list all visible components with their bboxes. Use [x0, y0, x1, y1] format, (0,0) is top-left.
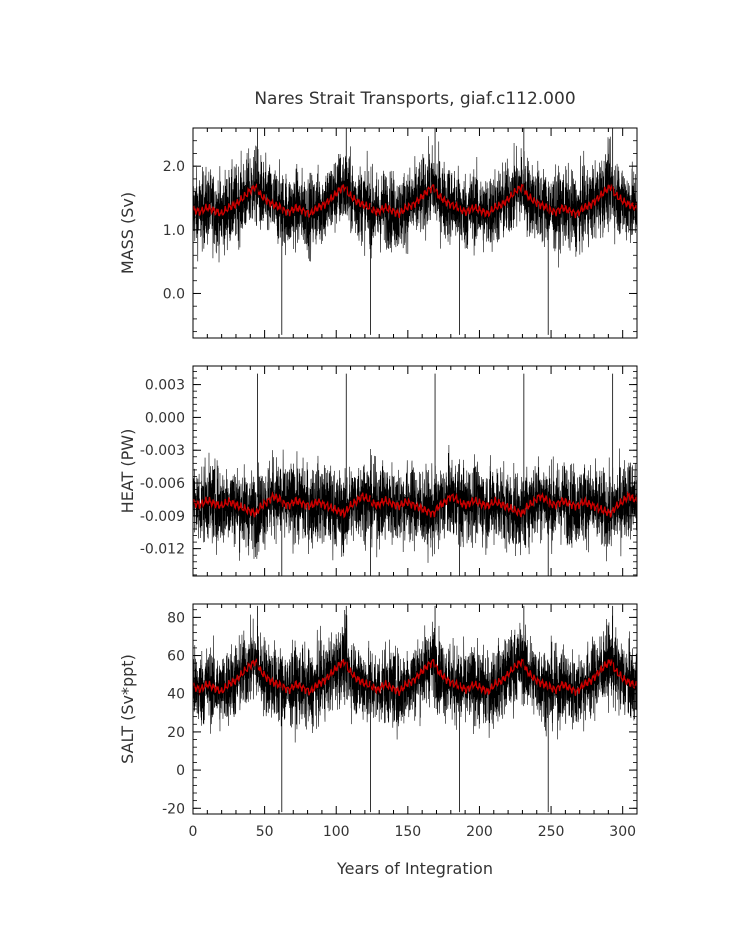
x-tick-label: 50 [256, 824, 274, 840]
smoothed-series-line [193, 658, 637, 696]
y-tick-label: -20 [162, 801, 185, 817]
x-axis-label: Years of Integration [336, 859, 493, 878]
x-tick-label: 0 [189, 824, 198, 840]
series-group [193, 373, 637, 576]
y-tick-label: -0.003 [140, 443, 185, 459]
x-tick-label: 250 [538, 824, 565, 840]
y-tick-label: 20 [167, 725, 185, 741]
y-axis-label: MASS (Sv) [118, 192, 137, 274]
panels-layer: 0.0 1.0 2.0 MASS (Sv) 0.003 0.000 -0.003 -0.006… [118, 127, 638, 840]
y-tick-label: -0.009 [140, 509, 185, 525]
y-tick-label: 2.0 [163, 159, 185, 175]
y-tick-label: 40 [167, 687, 185, 703]
panel-2: 0.003 0.000 -0.003 -0.006 -0.009 -0.012 HEAT (… [118, 365, 638, 577]
panel-1: 0.0 1.0 2.0 MASS (Sv) [118, 127, 638, 339]
y-tick-label: 0.0 [163, 286, 185, 302]
y-tick-label: -0.006 [140, 476, 185, 492]
x-tick-label: 100 [323, 824, 350, 840]
panel-frame [192, 365, 638, 577]
chart-title: Nares Strait Transports, giaf.c112.000 [254, 89, 575, 109]
y-tick-label: -0.012 [140, 542, 185, 558]
y-tick-label: 60 [167, 649, 185, 665]
panel-frame [192, 127, 638, 339]
series-group [193, 128, 637, 335]
y-axis-label: HEAT (PW) [118, 429, 137, 514]
raw-series-line [193, 610, 637, 743]
x-tick-label: 150 [394, 824, 421, 840]
series-group [193, 605, 637, 813]
y-tick-label: 1.0 [163, 223, 185, 239]
x-tick-label: 200 [466, 824, 493, 840]
y-tick-label: 80 [167, 610, 185, 626]
smoothed-series-line [193, 491, 637, 519]
x-tick-label: 300 [609, 824, 636, 840]
y-axis-label: SALT (Sv*ppt) [118, 654, 137, 764]
y-tick-label: 0.003 [145, 378, 185, 394]
y-tick-label: 0.000 [145, 410, 185, 426]
raw-series-line [193, 136, 637, 268]
smoothed-series-line [193, 183, 637, 219]
y-tick-label: 0 [176, 763, 185, 779]
